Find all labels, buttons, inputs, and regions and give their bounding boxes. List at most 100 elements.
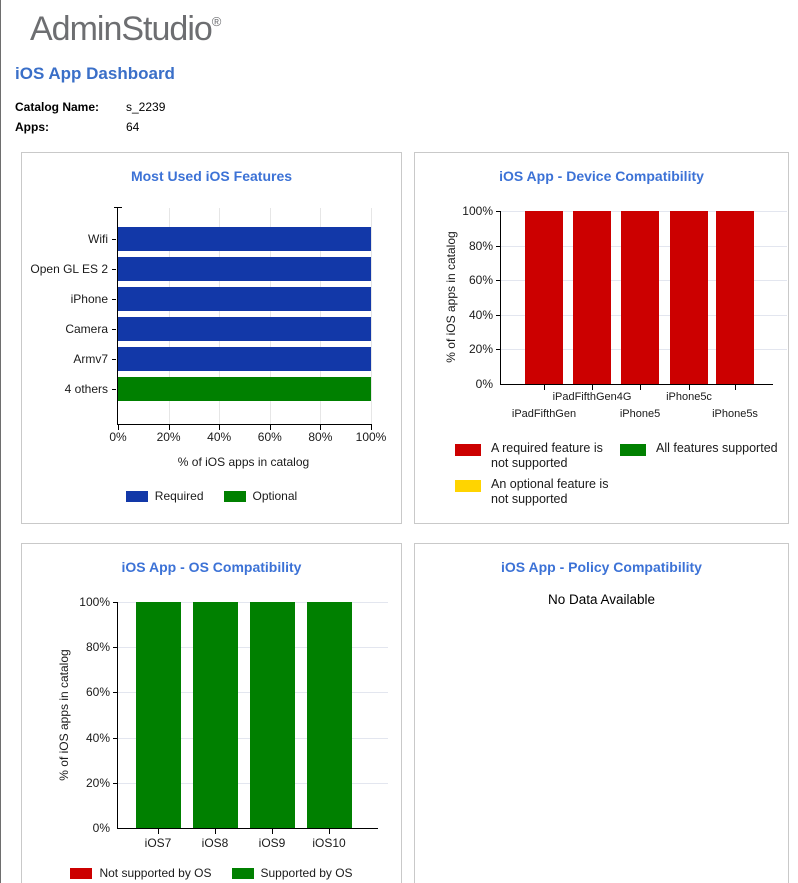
logo-text: AdminStudio bbox=[30, 10, 213, 48]
chart-title-policy-compatibility: iOS App - Policy Compatibility bbox=[501, 559, 702, 575]
legend-swatch-green bbox=[231, 867, 254, 879]
axis-tick bbox=[496, 245, 501, 247]
adminstudio-logo: AdminStudio® bbox=[30, 10, 222, 49]
legend-label: All features supported bbox=[656, 441, 778, 455]
y-tick-label: 40% bbox=[468, 307, 493, 322]
y-tick-label: 100% bbox=[462, 204, 493, 218]
bar-4-others bbox=[118, 377, 371, 401]
legend-column: All features supported bbox=[620, 441, 778, 507]
category-label: iPhone bbox=[70, 292, 108, 306]
axis-tick bbox=[544, 384, 545, 390]
axis-tick bbox=[329, 828, 330, 834]
axis-tick bbox=[113, 647, 118, 649]
catalog-name-value: s_2239 bbox=[126, 100, 166, 114]
legend-swatch-red bbox=[455, 444, 481, 456]
y-tick-label: 80% bbox=[468, 238, 493, 253]
axis-tick bbox=[112, 359, 116, 360]
legend-label: An optional feature is not supported bbox=[491, 477, 609, 506]
legend-label: A required feature is not supported bbox=[491, 441, 603, 470]
y-tick-label: 0% bbox=[92, 821, 110, 835]
x-tick-label: 40% bbox=[207, 430, 232, 444]
bar-iphone5c bbox=[670, 211, 708, 384]
gridline bbox=[371, 208, 372, 424]
legend-swatch-required bbox=[125, 490, 148, 502]
legend-item-required: Required bbox=[125, 489, 204, 503]
plot-area-device-compatibility: iPadFifthGen4G iPhone5c iPadFifthGen iPh… bbox=[496, 211, 787, 420]
axis-tick bbox=[496, 314, 501, 316]
legend-item-not-supported: Not supported by OS bbox=[70, 866, 212, 880]
panel-os-compatibility: iOS App - OS Compatibility 100% 80% 60% … bbox=[21, 543, 402, 883]
x-category-label: iOS7 bbox=[144, 836, 172, 850]
registered-trademark: ® bbox=[211, 14, 222, 29]
y-tick-label: 80% bbox=[85, 640, 110, 655]
legend-swatch-optional bbox=[223, 490, 246, 502]
category-axis-labels: Wifi Open GL ES 2 iPhone Camera Armv7 4 … bbox=[22, 208, 116, 424]
x-tick-label: 80% bbox=[308, 430, 333, 444]
axis-tick bbox=[158, 828, 159, 834]
category-label: Open GL ES 2 bbox=[30, 262, 108, 276]
panel-policy-compatibility: iOS App - Policy Compatibility No Data A… bbox=[414, 543, 789, 883]
catalog-name-label: Catalog Name: bbox=[15, 100, 100, 114]
bar-iphone bbox=[118, 287, 371, 311]
axis-tick bbox=[215, 828, 216, 834]
axis-tick bbox=[112, 299, 116, 300]
y-tick-label: 60% bbox=[85, 685, 110, 700]
gridline bbox=[219, 208, 221, 424]
axis-tick bbox=[112, 389, 116, 390]
category-label: Armv7 bbox=[73, 352, 108, 366]
bar-iphone5s bbox=[716, 211, 754, 384]
legend-features: Required Optional bbox=[22, 489, 401, 503]
axis-tick bbox=[118, 424, 119, 430]
legend-item-required-not-supported: A required feature is not supported bbox=[455, 441, 620, 471]
axis-tick bbox=[496, 280, 501, 282]
y-tick-label: 60% bbox=[468, 273, 493, 288]
axis-tick bbox=[272, 828, 273, 834]
axis-tick bbox=[113, 692, 118, 694]
bar-ios10 bbox=[307, 602, 352, 828]
x-category-label: iPadFifthGen bbox=[511, 408, 577, 420]
bar-armv7 bbox=[118, 347, 371, 371]
x-category-label: iPadFifthGen4G bbox=[552, 391, 632, 403]
no-data-message: No Data Available bbox=[547, 592, 656, 607]
axis-tick bbox=[113, 782, 118, 784]
chart-title-most-used-features: Most Used iOS Features bbox=[130, 168, 293, 184]
y-tick-label: 100% bbox=[79, 595, 110, 609]
legend-label: Not supported by OS bbox=[99, 866, 212, 880]
category-label: 4 others bbox=[64, 382, 108, 396]
axis-tick bbox=[592, 384, 593, 390]
x-category-label: iPhone5c bbox=[666, 391, 712, 403]
axis-tick bbox=[168, 424, 170, 430]
axis-tick bbox=[320, 424, 322, 430]
axis-tick bbox=[689, 384, 690, 390]
y-tick-label: 0% bbox=[475, 377, 493, 391]
category-label: Wifi bbox=[88, 232, 108, 246]
x-tick-label: 0% bbox=[109, 430, 127, 444]
axis-tick bbox=[735, 384, 736, 390]
x-tick-label: 100% bbox=[355, 430, 387, 444]
legend-swatch-green bbox=[620, 444, 646, 456]
y-tick-label: 40% bbox=[85, 730, 110, 745]
bar-wifi bbox=[118, 227, 371, 251]
plot-area-os-compatibility: iOS7 iOS8 iOS9 iOS10 bbox=[113, 602, 388, 850]
legend-label: Required bbox=[154, 489, 204, 503]
bar-ios8 bbox=[193, 602, 238, 828]
legend-swatch-yellow bbox=[455, 480, 481, 492]
axis-tick bbox=[496, 349, 501, 351]
legend-item-supported: Supported by OS bbox=[231, 866, 353, 880]
y-axis-title: % of iOS apps in catalog bbox=[57, 649, 71, 781]
axis-tick bbox=[496, 211, 501, 212]
y-tick-label: 20% bbox=[85, 775, 110, 790]
legend-item-optional: Optional bbox=[223, 489, 297, 503]
x-category-label: iPhone5 bbox=[619, 408, 661, 420]
axis-tick bbox=[371, 424, 372, 430]
x-axis-title: % of iOS apps in catalog bbox=[177, 455, 310, 469]
bar-camera bbox=[118, 317, 371, 341]
axis-tick bbox=[113, 602, 118, 603]
legend-device-compatibility: A required feature is not supported An o… bbox=[455, 441, 778, 507]
bar-ipadfifthgen4g bbox=[573, 211, 611, 384]
axis-tick bbox=[269, 424, 271, 430]
category-label: Camera bbox=[65, 322, 108, 336]
y-tick-label: 20% bbox=[468, 342, 493, 357]
x-category-label: iOS10 bbox=[312, 836, 346, 850]
